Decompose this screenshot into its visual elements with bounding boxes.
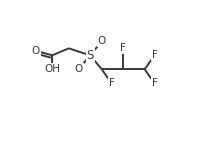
Text: F: F (109, 78, 115, 88)
Text: F: F (120, 43, 126, 53)
Text: OH: OH (44, 64, 60, 74)
Text: F: F (152, 50, 157, 60)
Text: O: O (75, 64, 83, 74)
Text: F: F (152, 78, 157, 88)
Text: S: S (86, 49, 94, 62)
Text: O: O (32, 46, 40, 56)
Text: O: O (98, 36, 106, 46)
